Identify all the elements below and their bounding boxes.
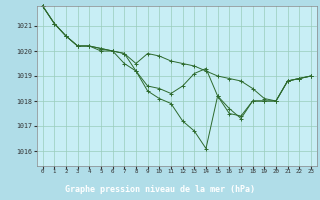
Text: Graphe pression niveau de la mer (hPa): Graphe pression niveau de la mer (hPa) (65, 185, 255, 194)
